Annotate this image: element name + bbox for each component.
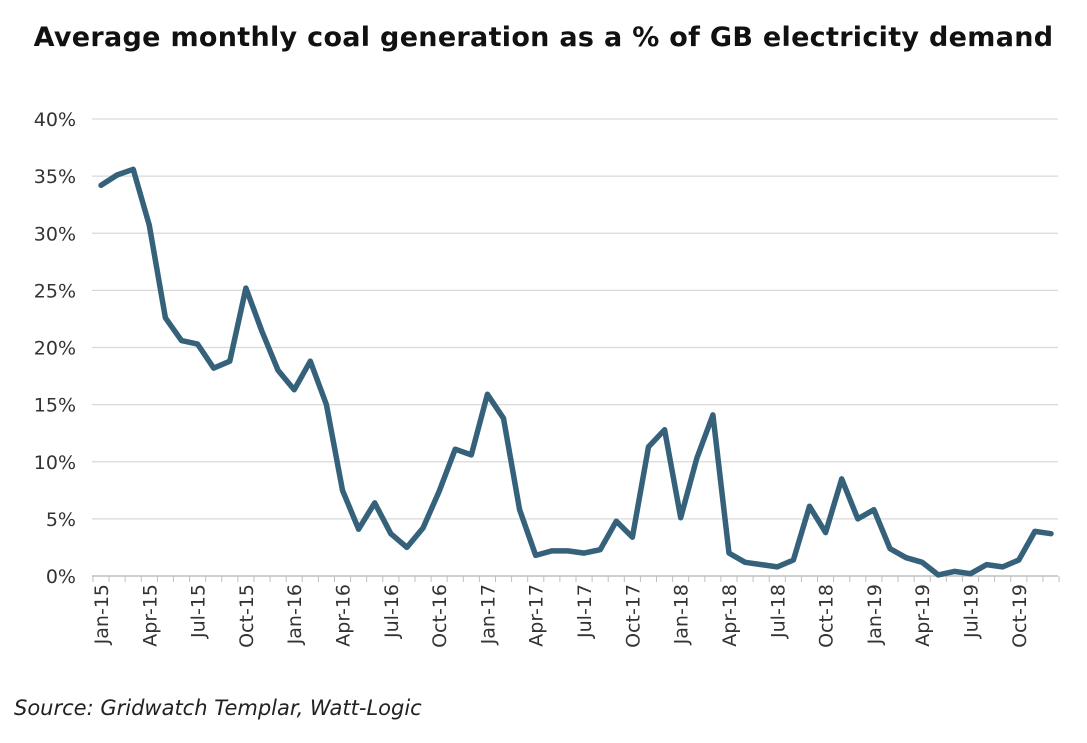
data-point <box>857 518 859 520</box>
y-tick-label: 5% <box>46 509 76 531</box>
y-tick-label: 15% <box>34 395 76 417</box>
data-point <box>1018 559 1020 561</box>
data-point <box>406 546 408 548</box>
data-point <box>664 429 666 431</box>
data-point <box>1050 533 1052 535</box>
data-point <box>647 446 649 448</box>
data-point <box>293 389 295 391</box>
x-tick-label: Jan-15 <box>91 584 113 645</box>
x-tick-label: Apr-15 <box>139 584 161 647</box>
data-point <box>599 549 601 551</box>
data-point <box>422 527 424 529</box>
data-point <box>132 168 134 170</box>
x-tick-label: Jan-17 <box>477 584 499 645</box>
x-tick-label: Apr-17 <box>526 584 548 647</box>
data-point <box>728 552 730 554</box>
data-point <box>841 478 843 480</box>
x-tick-label: Oct-18 <box>816 584 838 648</box>
data-point <box>438 490 440 492</box>
data-point <box>309 360 311 362</box>
data-point <box>631 536 633 538</box>
data-point <box>116 174 118 176</box>
data-point <box>245 287 247 289</box>
grid-lines <box>92 118 1058 520</box>
x-tick-label: Apr-19 <box>912 584 934 647</box>
data-point <box>712 414 714 416</box>
data-point <box>937 574 939 576</box>
x-axis: Jan-15 Apr-15 Jul-15 Oct-15 Jan-16 Apr-16 Jul-… <box>91 575 1060 648</box>
chart-title: Average monthly coal generation as a % o… <box>33 22 1054 53</box>
x-tick-label: Apr-18 <box>719 584 741 647</box>
data-point <box>776 566 778 568</box>
data-point <box>567 550 569 552</box>
data-point <box>1034 530 1036 532</box>
y-tick-label: 30% <box>34 223 76 245</box>
x-tick-label: Jan-18 <box>671 584 693 645</box>
data-point <box>229 360 231 362</box>
data-point <box>358 528 360 530</box>
data-point <box>889 548 891 550</box>
x-tick-label: Jan-16 <box>284 584 306 645</box>
data-point <box>181 340 183 342</box>
x-tick-label: Jul-17 <box>574 584 596 639</box>
data-point <box>454 448 456 450</box>
y-axis: 0% 5% 10% 15% 20% 25% 30% 35% 40% <box>34 109 76 588</box>
y-tick-label: 25% <box>34 280 76 302</box>
x-tick-label: Oct-17 <box>622 584 644 648</box>
x-tick-label: Jul-16 <box>381 584 403 639</box>
data-point <box>197 343 199 345</box>
data-point <box>680 517 682 519</box>
data-point <box>519 509 521 511</box>
data-point <box>374 502 376 504</box>
data-point <box>696 457 698 459</box>
data-point <box>873 509 875 511</box>
x-tick-label: Oct-19 <box>1009 584 1031 648</box>
data-point <box>470 454 472 456</box>
y-tick-label: 0% <box>46 566 76 588</box>
data-point <box>921 561 923 563</box>
data-point <box>277 369 279 371</box>
data-point <box>148 224 150 226</box>
data-point <box>969 573 971 575</box>
data-point <box>213 367 215 369</box>
source-note: Source: Gridwatch Templar, Watt-Logic <box>14 696 422 720</box>
data-point <box>342 489 344 491</box>
data-point <box>583 552 585 554</box>
y-tick-label: 35% <box>34 166 76 188</box>
x-tick-label: Jul-19 <box>960 584 982 639</box>
data-point <box>551 550 553 552</box>
x-tick-label: Oct-15 <box>236 584 258 648</box>
x-tick-label: Oct-16 <box>429 584 451 648</box>
data-point <box>744 561 746 563</box>
series-line <box>98 166 1054 578</box>
x-tick-label: Apr-16 <box>333 584 355 647</box>
data-point <box>486 393 488 395</box>
x-tick-label: Jul-18 <box>767 584 789 639</box>
data-point <box>986 564 988 566</box>
data-point <box>905 557 907 559</box>
series-coal-share <box>98 166 1054 578</box>
data-point <box>1002 566 1004 568</box>
x-tick-label: Jan-19 <box>864 584 886 645</box>
y-tick-label: 40% <box>34 109 76 131</box>
data-point <box>164 317 166 319</box>
data-point <box>261 331 263 333</box>
y-tick-label: 10% <box>34 452 76 474</box>
data-point <box>100 184 102 186</box>
x-tick-label: Jul-15 <box>188 584 210 639</box>
y-tick-label: 20% <box>34 338 76 360</box>
data-point <box>792 559 794 561</box>
data-point <box>535 554 537 556</box>
data-point <box>325 404 327 406</box>
data-point <box>825 532 827 534</box>
data-point <box>808 505 810 507</box>
data-point <box>953 570 955 572</box>
data-point <box>503 417 505 419</box>
data-point <box>615 520 617 522</box>
data-point <box>390 533 392 535</box>
data-point <box>760 564 762 566</box>
